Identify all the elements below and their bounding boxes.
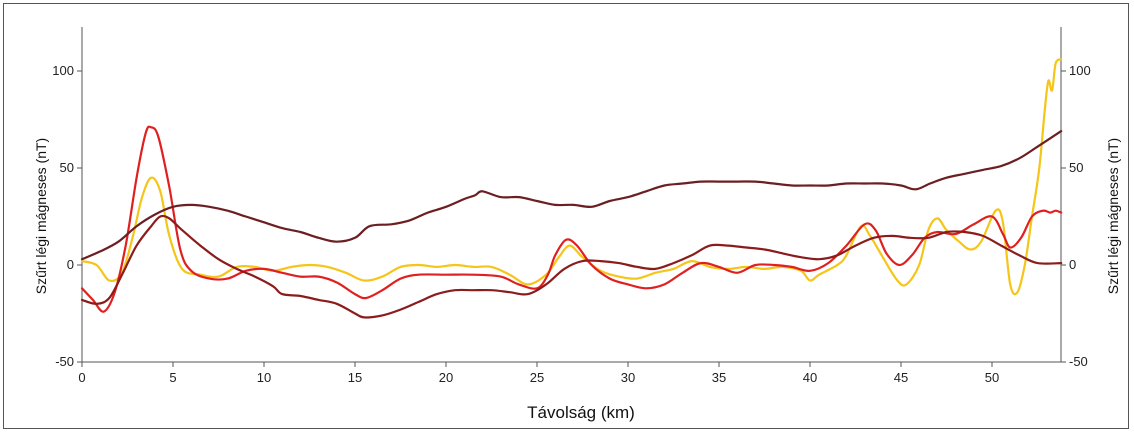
y-tick-label-right: 0 — [1069, 257, 1076, 272]
y-axis-title-left: Szűrt légi mágneses (nT) — [33, 138, 49, 294]
series-line-3 — [80, 130, 1063, 261]
x-tick-label: 45 — [894, 370, 908, 385]
x-tick-label: 5 — [169, 370, 176, 385]
series-line-2 — [80, 125, 1063, 313]
y-tick-label-right: -50 — [1069, 354, 1088, 369]
chart-frame — [3, 3, 1129, 429]
x-tick-label: 15 — [348, 370, 362, 385]
y-tick-label-right: 100 — [1069, 63, 1091, 78]
x-tick-label: 0 — [78, 370, 85, 385]
y-axis-title-right: Szűrt légi mágneses (nT) — [1105, 138, 1121, 294]
series-line-1 — [80, 58, 1063, 296]
x-tick-label: 25 — [530, 370, 544, 385]
series-line-4 — [80, 214, 1063, 319]
x-tick-label: 50 — [985, 370, 999, 385]
y-tick-label-left: 50 — [60, 160, 74, 175]
y-tick-label-left: 0 — [67, 257, 74, 272]
x-axis-title: Távolság (km) — [527, 403, 635, 422]
axes: 0 5 10 15 20 25 30 35 40 45 50 -50 -50 0 0 50 50 100 100 — [52, 27, 1091, 385]
series-group — [80, 58, 1063, 319]
x-tick-label: 40 — [803, 370, 817, 385]
x-tick-label: 35 — [712, 370, 726, 385]
x-tick-label: 10 — [257, 370, 271, 385]
y-tick-label-left: 100 — [52, 63, 74, 78]
x-tick-label: 30 — [621, 370, 635, 385]
y-tick-label-right: 50 — [1069, 160, 1083, 175]
x-tick-label: 20 — [439, 370, 453, 385]
y-tick-label-left: -50 — [55, 354, 74, 369]
